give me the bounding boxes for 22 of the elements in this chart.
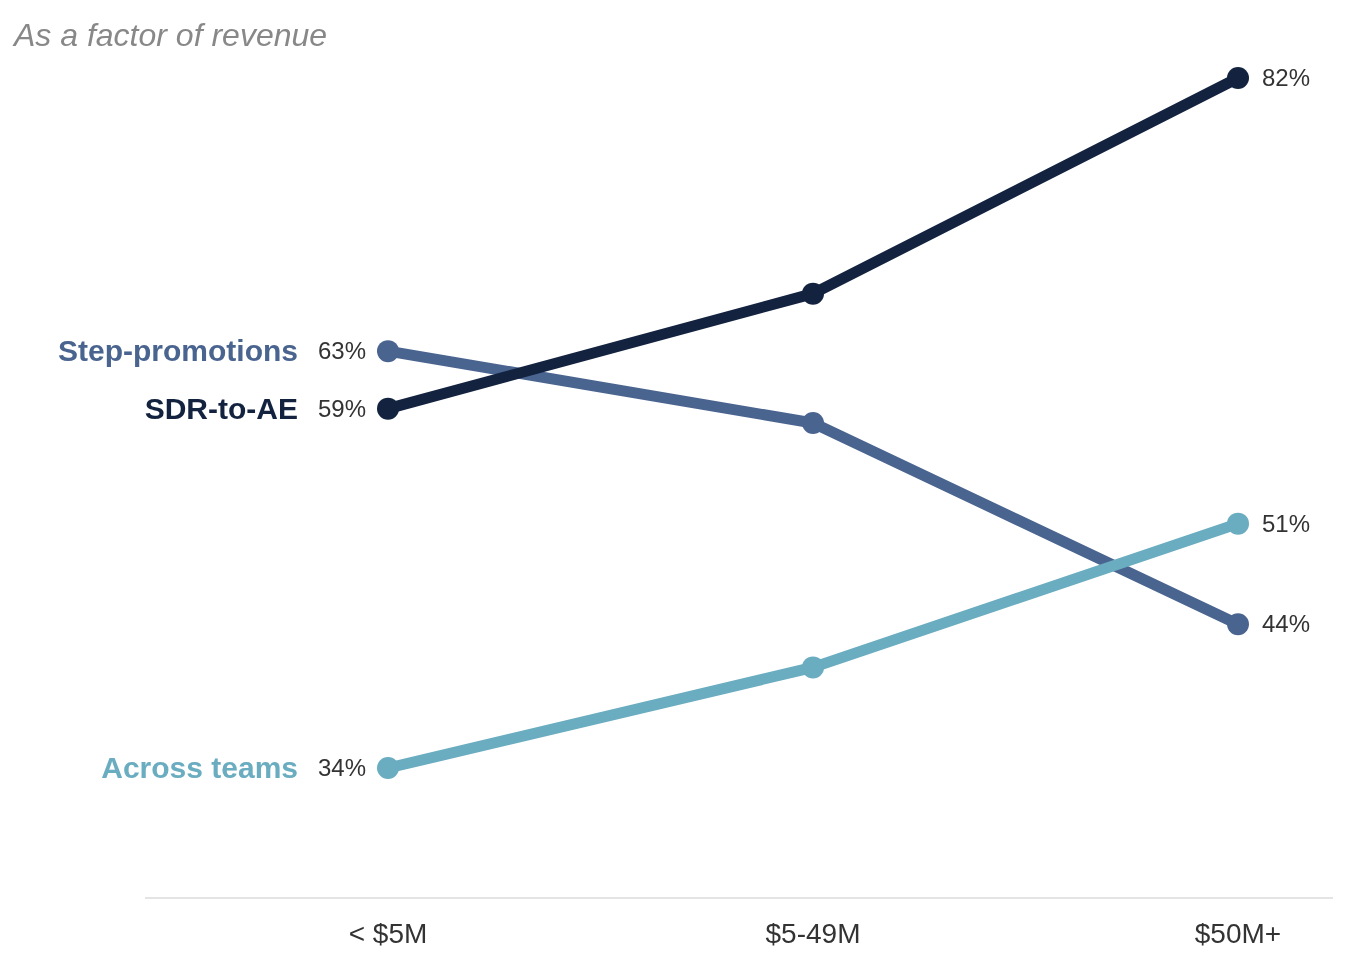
data-label: 44% [1262, 610, 1311, 638]
chart-subtitle: As a factor of revenue [12, 17, 328, 53]
x-tick-label: $5-49M [765, 918, 861, 949]
point [377, 340, 399, 363]
data-label: 51% [1262, 509, 1311, 537]
point [377, 757, 399, 779]
point [1227, 67, 1249, 89]
point [377, 397, 399, 420]
point [802, 656, 824, 679]
data-label: 82% [1262, 64, 1311, 91]
data-label: 63% [317, 337, 366, 365]
point [802, 282, 824, 305]
point [1227, 512, 1249, 535]
text: Step-promotions [58, 334, 298, 368]
point [802, 412, 824, 434]
text: Across teams [101, 751, 298, 784]
data-label: 59% [317, 394, 366, 422]
data-label: 34% [317, 754, 366, 781]
text: SDR-to-AE [144, 391, 298, 425]
x-tick-label: < $5M [348, 918, 428, 949]
point [1227, 613, 1249, 636]
x-tick-label: $50M+ [1194, 918, 1282, 949]
